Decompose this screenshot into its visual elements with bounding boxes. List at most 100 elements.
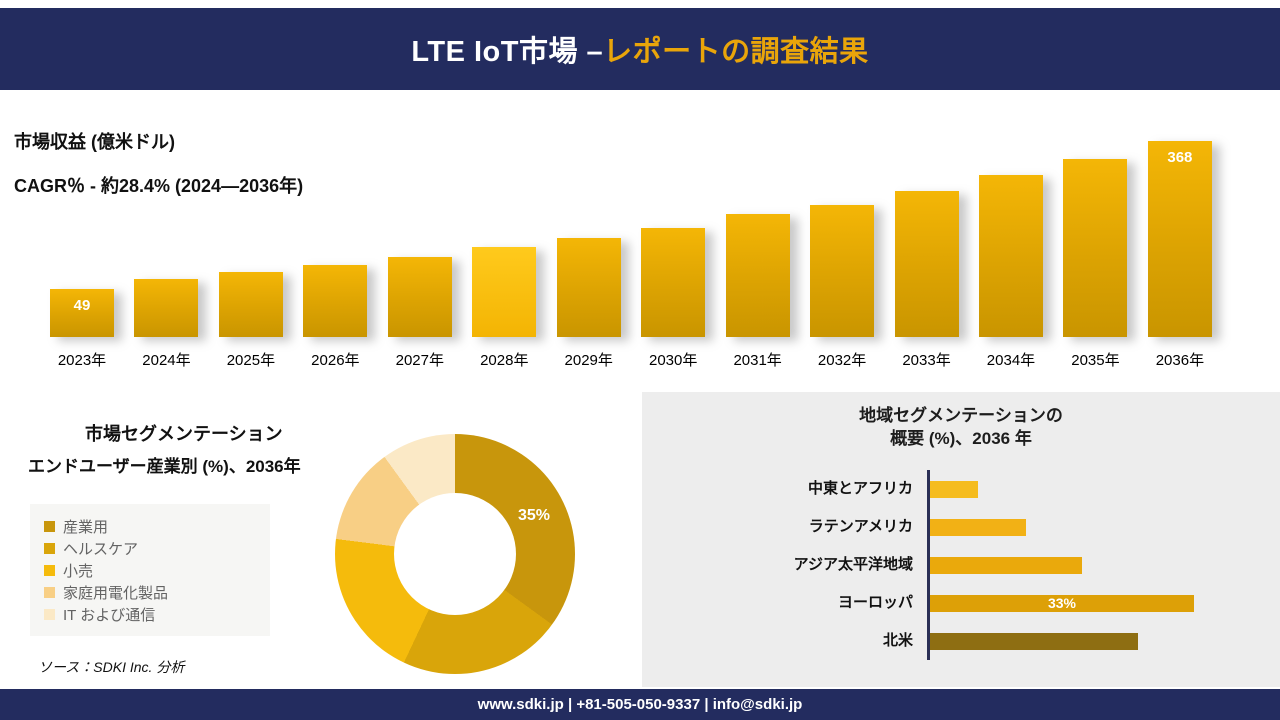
region-label-1: ラテンアメリカ: [808, 518, 913, 535]
segmentation-subtitle: エンドユーザー産業別 (%)、2036年: [28, 457, 301, 476]
legend-swatch-icon: [44, 564, 55, 576]
revenue-bar-value-label: 368: [1167, 149, 1193, 166]
revenue-bar-col-2030年: 2030年: [641, 228, 706, 370]
revenue-year-label: 2033年: [902, 352, 951, 369]
revenue-bar: [556, 238, 621, 337]
legend-label: 小売: [63, 562, 94, 580]
revenue-bar: [725, 214, 790, 337]
revenue-year-label: 2034年: [986, 352, 1036, 369]
revenue-bars: 49 2023年 2024年 2025年 2026年 2027年 2028年 2029年 203…: [50, 141, 1212, 370]
revenue-bar-col-2023年: 49 2023年: [50, 289, 114, 370]
region-bar: 33%: [930, 594, 1194, 612]
revenue-year-label: 2027年: [395, 352, 444, 369]
revenue-bar: [134, 279, 199, 337]
region-label-2: アジア太平洋地域: [793, 556, 913, 573]
revenue-year-label: 2032年: [817, 352, 867, 369]
legend-swatch-icon: [44, 586, 55, 598]
donut-chart: 35%: [335, 434, 575, 674]
region-panel: 地域セグメンテーションの 概要 (%)、2036 年 中東とアフリカ ラテンアメリ…: [642, 392, 1280, 687]
region-bar-row-1: [930, 508, 1270, 546]
footer-contact: www.sdki.jp | +81-505-050-9337 | info@sd…: [477, 696, 803, 713]
region-bar-value-label: 33%: [1047, 595, 1077, 611]
legend-swatch-icon: [44, 608, 55, 620]
revenue-chart-section: 市場収益 (億米ドル) CAGR％ - 約28.4% (2024―2036年) …: [0, 90, 1280, 390]
revenue-units-label: 市場収益 (億米ドル): [14, 132, 175, 152]
revenue-bar-col-2029年: 2029年: [556, 238, 621, 370]
page-title-accent: レポートの調査結果: [603, 36, 869, 68]
region-bar: [930, 556, 1082, 574]
revenue-bar: [303, 265, 368, 337]
region-labels: 中東とアフリカ ラテンアメリカアジア太平洋地域ヨーロッパ北米: [642, 470, 927, 660]
revenue-bar: 368: [1147, 141, 1212, 337]
revenue-bar: [810, 205, 875, 337]
segmentation-title: 市場セグメンテーション: [85, 424, 283, 444]
region-bar-row-4: [930, 622, 1270, 660]
revenue-year-label: 2029年: [564, 352, 613, 369]
revenue-bar: 49: [50, 289, 114, 337]
region-title: 地域セグメンテーションの 概要 (%)、2036 年: [642, 404, 1280, 450]
revenue-bar-col-2026年: 2026年: [303, 265, 368, 370]
revenue-bar-col-2032年: 2032年: [810, 205, 875, 370]
legend-item-3: 家庭用電化製品: [44, 581, 256, 603]
legend-label: ヘルスケア: [63, 540, 139, 558]
revenue-year-label: 2036年: [1155, 352, 1205, 369]
page-title: LTE IoT市場 –レポートの調査結果: [411, 28, 868, 70]
revenue-bar: [641, 228, 706, 337]
donut-share-label: 35%: [517, 507, 551, 524]
legend-swatch-icon: [44, 542, 55, 554]
revenue-bar-col-2034年: 2034年: [978, 175, 1043, 370]
legend-item-4: IT および通信: [44, 603, 256, 625]
bottom-section: 市場セグメンテーション エンドユーザー産業別 (%)、2036年 産業用ヘルスケ…: [0, 392, 1280, 687]
page-title-main: LTE IoT市場 –: [411, 36, 604, 68]
revenue-bar-col-2035年: 2035年: [1063, 159, 1128, 370]
revenue-bar: [387, 257, 452, 337]
revenue-year-label: 2024年: [142, 352, 191, 369]
region-bar: [930, 632, 1138, 650]
region-title-line1: 地域セグメンテーションの: [859, 406, 1063, 425]
region-bars: 33%: [927, 470, 1270, 660]
revenue-bar: [894, 191, 959, 337]
revenue-year-label: 2035年: [1071, 352, 1120, 369]
revenue-bar: [472, 247, 537, 337]
legend-label: 産業用: [63, 518, 109, 536]
legend-label: 家庭用電化製品: [63, 584, 169, 602]
donut-legend: 産業用ヘルスケア小売家庭用電化製品 IT および通信: [30, 504, 270, 636]
region-label-0: 中東とアフリカ: [807, 480, 913, 497]
region-label-3: ヨーロッパ: [837, 594, 913, 611]
region-bar: [930, 518, 1026, 536]
revenue-bar-col-2036年: 368 2036年: [1147, 141, 1212, 370]
region-bar-chart: 中東とアフリカ ラテンアメリカアジア太平洋地域ヨーロッパ北米 33%: [642, 470, 1270, 660]
region-bar-row-0: [930, 470, 1270, 508]
revenue-bar-col-2024年: 2024年: [134, 279, 199, 370]
revenue-bar: [1063, 159, 1128, 337]
revenue-year-label: 2030年: [648, 352, 698, 369]
legend-swatch-icon: [44, 520, 55, 532]
region-bar-row-3: 33%: [930, 584, 1270, 622]
revenue-year-label: 2025年: [226, 352, 276, 369]
revenue-year-label: 2028年: [480, 352, 529, 369]
revenue-bar-col-2031年: 2031年: [725, 214, 790, 370]
revenue-bar-col-2033年: 2033年: [894, 191, 959, 370]
region-title-line2: 概要 (%)、2036 年: [890, 429, 1032, 448]
revenue-bar-value-label: 49: [73, 297, 91, 314]
legend-item-1: ヘルスケア: [44, 537, 256, 559]
region-label-4: 北米: [882, 632, 913, 649]
segmentation-panel: 市場セグメンテーション エンドユーザー産業別 (%)、2036年 産業用ヘルスケ…: [0, 392, 642, 687]
revenue-bar: [978, 175, 1043, 337]
legend-item-0: 産業用: [44, 515, 256, 537]
revenue-bar-col-2027年: 2027年: [387, 257, 452, 370]
region-bar-row-2: [930, 546, 1270, 584]
revenue-year-label: 2026年: [311, 352, 360, 369]
legend-item-2: 小売: [44, 559, 256, 581]
footer-banner: www.sdki.jp | +81-505-050-9337 | info@sd…: [0, 689, 1280, 720]
revenue-year-label: 2023年: [57, 352, 107, 369]
revenue-cagr-label: CAGR％ - 約28.4% (2024―2036年): [14, 176, 304, 196]
revenue-year-label: 2031年: [733, 352, 782, 369]
source-note: ソース：SDKI Inc. 分析: [38, 659, 185, 675]
revenue-bar-col-2025年: 2025年: [218, 272, 283, 370]
header-banner: LTE IoT市場 –レポートの調査結果: [0, 8, 1280, 90]
region-bar: [930, 480, 978, 498]
revenue-bar-col-2028年: 2028年: [472, 247, 537, 370]
legend-label: IT および通信: [63, 606, 156, 624]
